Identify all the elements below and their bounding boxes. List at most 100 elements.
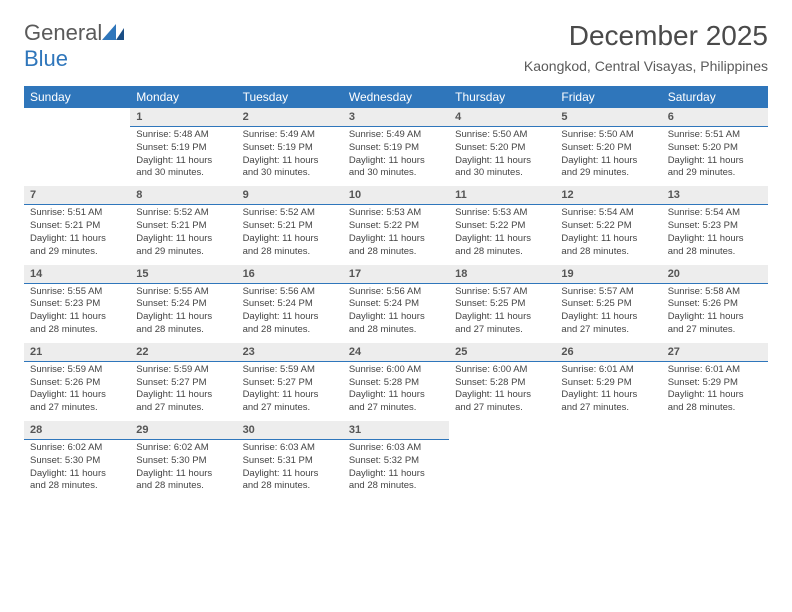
day-details: Sunrise: 6:02 AMSunset: 5:30 PMDaylight:… — [24, 440, 130, 499]
calendar-day-cell: 20Sunrise: 5:58 AMSunset: 5:26 PMDayligh… — [662, 265, 768, 343]
day-details: Sunrise: 5:56 AMSunset: 5:24 PMDaylight:… — [343, 284, 449, 343]
day-details: Sunrise: 5:49 AMSunset: 5:19 PMDaylight:… — [237, 127, 343, 186]
calendar-day-cell — [555, 421, 661, 499]
day-number: 13 — [662, 186, 768, 205]
calendar-day-cell: 4Sunrise: 5:50 AMSunset: 5:20 PMDaylight… — [449, 108, 555, 186]
calendar-day-cell: 23Sunrise: 5:59 AMSunset: 5:27 PMDayligh… — [237, 343, 343, 421]
day-number: 14 — [24, 265, 130, 284]
day-number: 29 — [130, 421, 236, 440]
calendar-day-cell: 3Sunrise: 5:49 AMSunset: 5:19 PMDaylight… — [343, 108, 449, 186]
day-number: 16 — [237, 265, 343, 284]
weekday-header: Wednesday — [343, 86, 449, 108]
calendar-day-cell: 14Sunrise: 5:55 AMSunset: 5:23 PMDayligh… — [24, 265, 130, 343]
calendar-day-cell: 30Sunrise: 6:03 AMSunset: 5:31 PMDayligh… — [237, 421, 343, 499]
day-details: Sunrise: 5:59 AMSunset: 5:27 PMDaylight:… — [237, 362, 343, 421]
day-number: 26 — [555, 343, 661, 362]
calendar-day-cell: 19Sunrise: 5:57 AMSunset: 5:25 PMDayligh… — [555, 265, 661, 343]
calendar-day-cell — [662, 421, 768, 499]
day-number: 27 — [662, 343, 768, 362]
calendar-day-cell: 31Sunrise: 6:03 AMSunset: 5:32 PMDayligh… — [343, 421, 449, 499]
day-details: Sunrise: 5:54 AMSunset: 5:23 PMDaylight:… — [662, 205, 768, 264]
day-number: 24 — [343, 343, 449, 362]
calendar-day-cell: 21Sunrise: 5:59 AMSunset: 5:26 PMDayligh… — [24, 343, 130, 421]
day-details: Sunrise: 5:59 AMSunset: 5:26 PMDaylight:… — [24, 362, 130, 421]
calendar-table: SundayMondayTuesdayWednesdayThursdayFrid… — [24, 86, 768, 499]
weekday-header-row: SundayMondayTuesdayWednesdayThursdayFrid… — [24, 86, 768, 108]
day-number: 7 — [24, 186, 130, 205]
calendar-day-cell: 16Sunrise: 5:56 AMSunset: 5:24 PMDayligh… — [237, 265, 343, 343]
day-number: 5 — [555, 108, 661, 127]
day-details: Sunrise: 5:55 AMSunset: 5:23 PMDaylight:… — [24, 284, 130, 343]
calendar-day-cell: 12Sunrise: 5:54 AMSunset: 5:22 PMDayligh… — [555, 186, 661, 264]
day-details: Sunrise: 6:03 AMSunset: 5:31 PMDaylight:… — [237, 440, 343, 499]
day-details: Sunrise: 5:53 AMSunset: 5:22 PMDaylight:… — [343, 205, 449, 264]
day-number: 20 — [662, 265, 768, 284]
day-number: 4 — [449, 108, 555, 127]
empty-day — [24, 108, 130, 162]
calendar-body: 1Sunrise: 5:48 AMSunset: 5:19 PMDaylight… — [24, 108, 768, 499]
weekday-header: Sunday — [24, 86, 130, 108]
calendar-week-row: 7Sunrise: 5:51 AMSunset: 5:21 PMDaylight… — [24, 186, 768, 264]
day-number: 15 — [130, 265, 236, 284]
weekday-header: Tuesday — [237, 86, 343, 108]
page-subtitle: Kaongkod, Central Visayas, Philippines — [524, 58, 768, 74]
title-block: December 2025 Kaongkod, Central Visayas,… — [524, 20, 768, 74]
calendar-day-cell: 18Sunrise: 5:57 AMSunset: 5:25 PMDayligh… — [449, 265, 555, 343]
weekday-header: Thursday — [449, 86, 555, 108]
day-details: Sunrise: 5:52 AMSunset: 5:21 PMDaylight:… — [237, 205, 343, 264]
day-details: Sunrise: 5:53 AMSunset: 5:22 PMDaylight:… — [449, 205, 555, 264]
day-details: Sunrise: 5:57 AMSunset: 5:25 PMDaylight:… — [555, 284, 661, 343]
calendar-day-cell: 17Sunrise: 5:56 AMSunset: 5:24 PMDayligh… — [343, 265, 449, 343]
brand-part1: General — [24, 20, 102, 45]
brand-part2: Blue — [24, 46, 68, 71]
day-details: Sunrise: 6:00 AMSunset: 5:28 PMDaylight:… — [449, 362, 555, 421]
day-details: Sunrise: 5:52 AMSunset: 5:21 PMDaylight:… — [130, 205, 236, 264]
calendar-day-cell: 13Sunrise: 5:54 AMSunset: 5:23 PMDayligh… — [662, 186, 768, 264]
day-details: Sunrise: 5:48 AMSunset: 5:19 PMDaylight:… — [130, 127, 236, 186]
day-number: 11 — [449, 186, 555, 205]
weekday-header: Friday — [555, 86, 661, 108]
calendar-day-cell — [24, 108, 130, 186]
calendar-day-cell: 2Sunrise: 5:49 AMSunset: 5:19 PMDaylight… — [237, 108, 343, 186]
calendar-day-cell: 1Sunrise: 5:48 AMSunset: 5:19 PMDaylight… — [130, 108, 236, 186]
empty-day — [555, 421, 661, 475]
day-details: Sunrise: 6:01 AMSunset: 5:29 PMDaylight:… — [555, 362, 661, 421]
calendar-day-cell: 22Sunrise: 5:59 AMSunset: 5:27 PMDayligh… — [130, 343, 236, 421]
day-details: Sunrise: 5:55 AMSunset: 5:24 PMDaylight:… — [130, 284, 236, 343]
day-details: Sunrise: 5:56 AMSunset: 5:24 PMDaylight:… — [237, 284, 343, 343]
calendar-day-cell: 6Sunrise: 5:51 AMSunset: 5:20 PMDaylight… — [662, 108, 768, 186]
calendar-day-cell: 5Sunrise: 5:50 AMSunset: 5:20 PMDaylight… — [555, 108, 661, 186]
day-number: 3 — [343, 108, 449, 127]
day-number: 31 — [343, 421, 449, 440]
day-number: 25 — [449, 343, 555, 362]
day-number: 8 — [130, 186, 236, 205]
calendar-day-cell: 15Sunrise: 5:55 AMSunset: 5:24 PMDayligh… — [130, 265, 236, 343]
day-number: 23 — [237, 343, 343, 362]
calendar-week-row: 14Sunrise: 5:55 AMSunset: 5:23 PMDayligh… — [24, 265, 768, 343]
day-number: 17 — [343, 265, 449, 284]
day-number: 18 — [449, 265, 555, 284]
day-number: 28 — [24, 421, 130, 440]
weekday-header: Saturday — [662, 86, 768, 108]
calendar-day-cell: 27Sunrise: 6:01 AMSunset: 5:29 PMDayligh… — [662, 343, 768, 421]
calendar-day-cell: 8Sunrise: 5:52 AMSunset: 5:21 PMDaylight… — [130, 186, 236, 264]
day-details: Sunrise: 5:59 AMSunset: 5:27 PMDaylight:… — [130, 362, 236, 421]
calendar-day-cell: 28Sunrise: 6:02 AMSunset: 5:30 PMDayligh… — [24, 421, 130, 499]
day-number: 9 — [237, 186, 343, 205]
day-details: Sunrise: 5:58 AMSunset: 5:26 PMDaylight:… — [662, 284, 768, 343]
day-number: 21 — [24, 343, 130, 362]
day-details: Sunrise: 6:03 AMSunset: 5:32 PMDaylight:… — [343, 440, 449, 499]
calendar-day-cell: 24Sunrise: 6:00 AMSunset: 5:28 PMDayligh… — [343, 343, 449, 421]
day-number: 19 — [555, 265, 661, 284]
brand-name: GeneralBlue — [24, 20, 124, 72]
calendar-day-cell: 10Sunrise: 5:53 AMSunset: 5:22 PMDayligh… — [343, 186, 449, 264]
header: GeneralBlue December 2025 Kaongkod, Cent… — [24, 20, 768, 74]
day-details: Sunrise: 6:01 AMSunset: 5:29 PMDaylight:… — [662, 362, 768, 421]
day-number: 1 — [130, 108, 236, 127]
day-number: 12 — [555, 186, 661, 205]
calendar-day-cell: 7Sunrise: 5:51 AMSunset: 5:21 PMDaylight… — [24, 186, 130, 264]
day-details: Sunrise: 5:51 AMSunset: 5:21 PMDaylight:… — [24, 205, 130, 264]
day-details: Sunrise: 5:51 AMSunset: 5:20 PMDaylight:… — [662, 127, 768, 186]
calendar-day-cell: 25Sunrise: 6:00 AMSunset: 5:28 PMDayligh… — [449, 343, 555, 421]
calendar-week-row: 1Sunrise: 5:48 AMSunset: 5:19 PMDaylight… — [24, 108, 768, 186]
